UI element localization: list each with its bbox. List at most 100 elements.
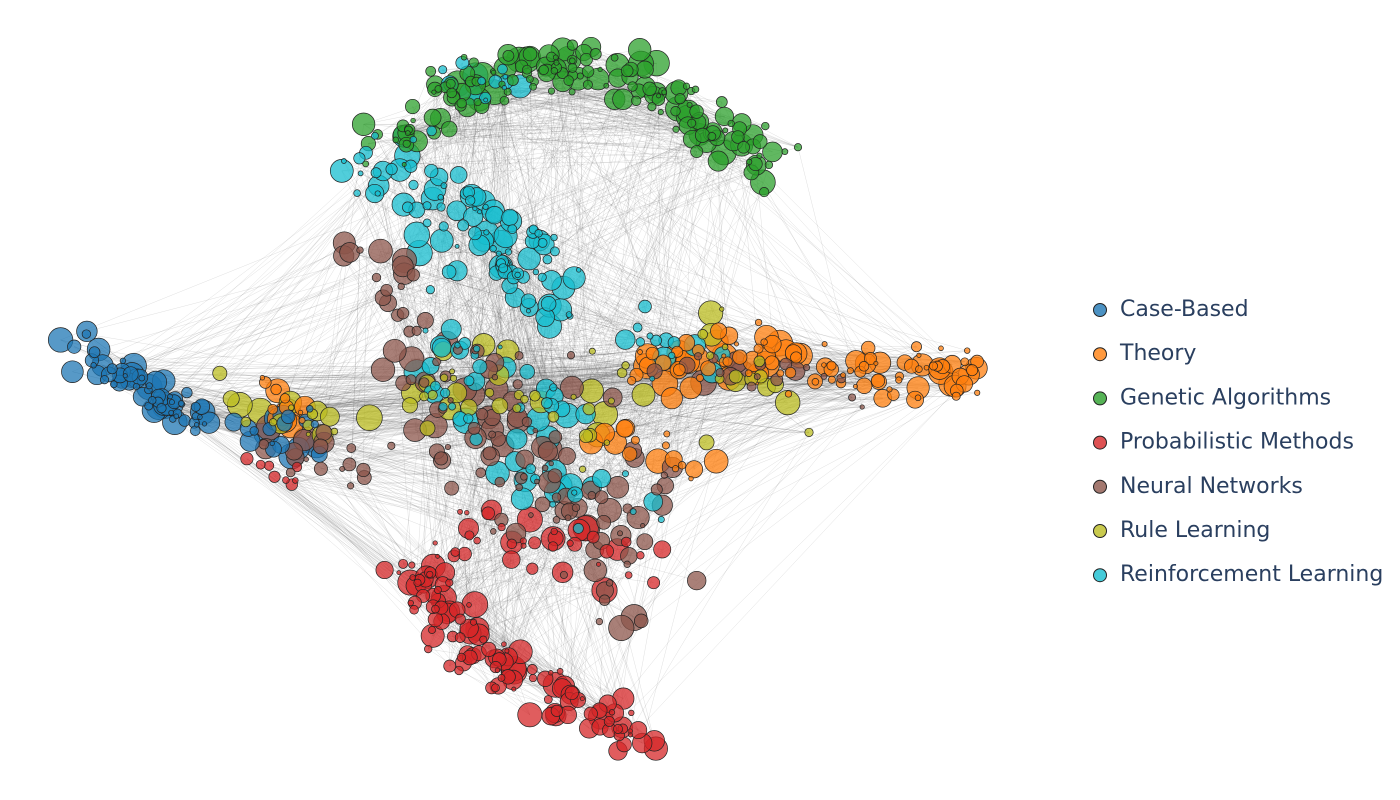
node [706,351,715,360]
node [264,460,275,471]
node [688,475,694,482]
node [622,446,638,462]
node [687,118,697,128]
node [422,327,429,334]
node [624,571,633,579]
node [212,365,228,381]
node [450,547,461,557]
node [727,119,735,128]
node [646,332,654,340]
legend-marker[interactable] [1093,303,1107,317]
node [402,201,414,213]
legend-label[interactable]: Rule Learning [1120,518,1270,543]
node [432,540,438,546]
node [449,166,468,184]
legend-marker[interactable] [1093,568,1107,583]
node [565,311,573,318]
node [951,391,961,401]
node [303,456,309,462]
node [346,443,357,453]
node [422,201,432,211]
node [426,125,437,137]
node [445,78,456,89]
node [563,75,574,86]
node [547,468,563,484]
node [964,347,971,354]
node [404,159,418,173]
node [784,366,797,379]
node [547,541,559,552]
node [402,139,411,148]
node [552,516,561,524]
node [371,131,379,140]
node [722,356,733,367]
node [721,343,729,351]
node [627,81,638,92]
node [522,64,532,75]
node [660,471,668,479]
node [288,404,295,411]
node [454,613,466,625]
node [167,393,173,400]
node [457,508,463,515]
legend: Case-Based Theory Genetic Algorithms Probab… [1093,297,1383,587]
legend-marker[interactable] [1093,391,1107,406]
legend-marker[interactable] [1093,347,1107,362]
node [840,372,846,378]
node [342,457,357,472]
node [298,417,306,424]
node [368,238,393,264]
node [396,307,410,320]
node [620,64,634,78]
node [445,578,454,587]
node [550,704,563,717]
legend-label[interactable]: Reinforcement Learning [1120,562,1383,587]
node [502,49,515,62]
legend-label[interactable]: Genetic Algorithms [1120,385,1331,410]
node [663,430,671,438]
legend-marker[interactable] [1093,479,1107,494]
node [481,641,497,657]
legend-label[interactable]: Theory [1119,341,1196,366]
legend-label[interactable]: Case-Based [1120,297,1249,322]
node [312,438,329,455]
legend-label[interactable]: Probabilistic Methods [1120,430,1354,455]
node [423,108,442,127]
node [657,109,664,116]
node [715,96,728,108]
node [495,250,502,257]
node [635,60,654,79]
node [507,74,519,86]
node [569,57,576,65]
node [661,441,670,450]
node [374,190,381,197]
node [764,160,774,170]
node [409,574,416,581]
node [440,120,458,138]
node [746,381,757,392]
node [419,391,429,402]
legend-marker[interactable] [1093,524,1107,538]
node [761,121,770,131]
node [628,38,652,62]
node [526,562,539,575]
node [790,351,803,364]
node [460,53,468,61]
node [473,345,481,353]
node [599,544,614,559]
node [269,440,275,446]
node [677,461,687,470]
node [428,626,436,634]
node [691,85,700,94]
node [643,491,663,512]
node [357,170,364,177]
node [449,368,455,375]
node [553,59,560,66]
node [734,341,739,347]
node [567,63,578,73]
legend-label[interactable]: Neural Networks [1120,474,1303,499]
node [457,219,470,232]
legend-marker[interactable] [1093,435,1107,450]
node [647,102,657,112]
